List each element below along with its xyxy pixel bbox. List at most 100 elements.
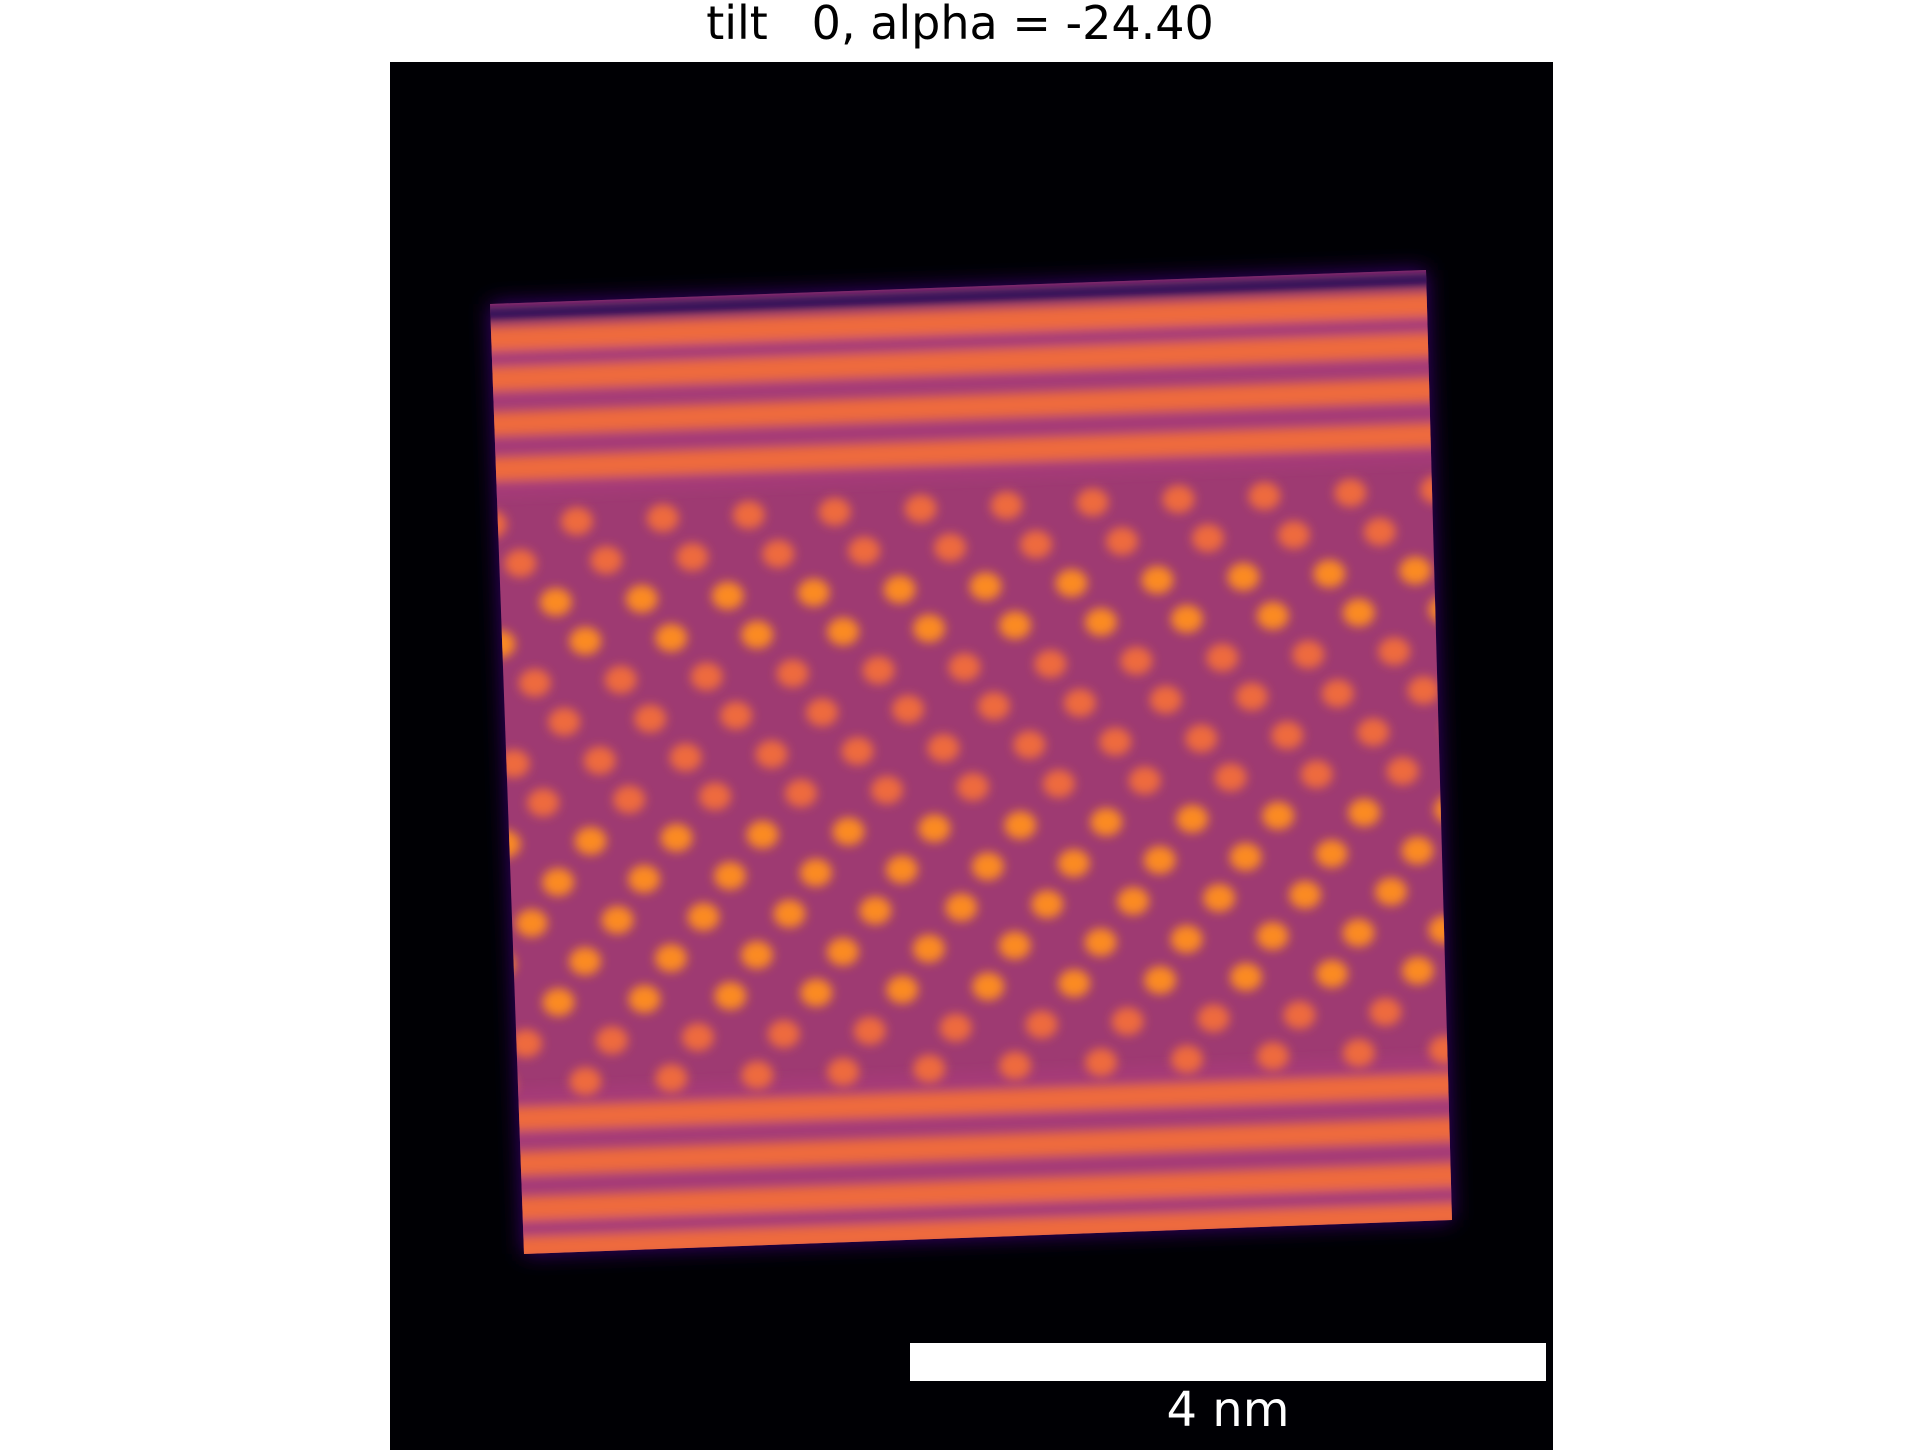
atom-column bbox=[1031, 890, 1064, 919]
atom-column bbox=[1449, 514, 1452, 543]
lattice-band bbox=[495, 1161, 1452, 1222]
atom-column bbox=[853, 1016, 886, 1045]
band-dot bbox=[526, 1109, 551, 1128]
atom-column bbox=[1357, 718, 1390, 747]
band-dot bbox=[1433, 295, 1452, 314]
atom-column bbox=[490, 950, 516, 979]
band-dot bbox=[715, 361, 740, 380]
band-dot bbox=[530, 1198, 555, 1217]
band-dot bbox=[1145, 305, 1170, 324]
band-dot bbox=[672, 1148, 697, 1167]
lattice-band-dim bbox=[493, 1097, 1452, 1148]
band-dot bbox=[1143, 1216, 1168, 1235]
band-dot bbox=[1327, 339, 1352, 358]
band-dot bbox=[501, 414, 526, 433]
band-dot bbox=[1222, 433, 1247, 452]
atom-column bbox=[590, 546, 623, 575]
band-dot bbox=[778, 1099, 803, 1118]
band-dot bbox=[645, 409, 670, 428]
atom-column bbox=[800, 978, 833, 1007]
lattice-band-dim bbox=[490, 447, 1452, 499]
figure-title: tilt 0, alpha = -24.40 bbox=[706, 0, 1214, 50]
scale-bar-label: 4 nm bbox=[1166, 1382, 1290, 1438]
band-dot bbox=[1361, 297, 1386, 316]
atom-column bbox=[1170, 925, 1203, 954]
atom-column bbox=[999, 611, 1032, 640]
band-dot bbox=[1004, 396, 1029, 415]
atom-column bbox=[1111, 1007, 1144, 1036]
atom-column bbox=[1464, 634, 1497, 663]
band-dot bbox=[706, 1102, 731, 1121]
atom-column bbox=[681, 1023, 714, 1052]
atom-column bbox=[990, 491, 1023, 520]
band-dot bbox=[994, 1091, 1019, 1110]
band-dot bbox=[999, 1221, 1024, 1240]
band-dot bbox=[1037, 309, 1062, 328]
atom-column bbox=[1170, 604, 1203, 633]
band-dot bbox=[498, 329, 523, 348]
atom-column bbox=[1004, 811, 1037, 840]
atom-column bbox=[827, 1057, 860, 1086]
lattice-band bbox=[493, 1116, 1452, 1177]
band-dot bbox=[958, 1093, 983, 1112]
band-dot bbox=[1073, 308, 1098, 327]
band-dot bbox=[790, 448, 815, 467]
band-dot bbox=[463, 370, 488, 389]
atom-column bbox=[1085, 1048, 1118, 1077]
band-dot bbox=[1436, 380, 1452, 399]
atom-column bbox=[669, 743, 702, 772]
band-dot bbox=[1249, 1172, 1274, 1191]
band-dot bbox=[960, 1138, 985, 1157]
atom-column bbox=[1214, 763, 1247, 792]
lattice-band bbox=[490, 331, 1452, 393]
band-dot bbox=[535, 368, 560, 387]
band-dot bbox=[598, 1106, 623, 1125]
band-dot bbox=[646, 454, 671, 473]
atom-column bbox=[971, 852, 1004, 881]
lattice-band bbox=[490, 421, 1452, 483]
atom-column bbox=[1256, 922, 1289, 951]
atom-column bbox=[515, 909, 548, 938]
band-dot bbox=[997, 1181, 1022, 1200]
atom-column bbox=[1227, 562, 1260, 591]
atom-column bbox=[732, 500, 765, 529]
band-dot bbox=[922, 1094, 947, 1113]
band-dot bbox=[1364, 382, 1389, 401]
atom-column bbox=[848, 536, 881, 565]
band-dot bbox=[862, 446, 887, 465]
atom-column bbox=[934, 533, 967, 562]
band-dot bbox=[1071, 1219, 1096, 1238]
band-dot bbox=[1186, 434, 1211, 453]
band-dot bbox=[1247, 1127, 1272, 1146]
band-dot bbox=[1033, 1180, 1058, 1199]
band-dot bbox=[1069, 1179, 1094, 1198]
atom-column bbox=[625, 584, 658, 613]
atom-column bbox=[1020, 530, 1053, 559]
band-dot bbox=[681, 407, 706, 426]
band-dot bbox=[1066, 1089, 1091, 1108]
atom-column bbox=[1099, 727, 1132, 756]
band-dot bbox=[1150, 435, 1175, 454]
atom-column bbox=[1375, 877, 1408, 906]
band-dot bbox=[1003, 351, 1028, 370]
band-dot bbox=[1391, 1122, 1416, 1141]
atom-column bbox=[1057, 849, 1090, 878]
band-dot bbox=[531, 1238, 556, 1254]
band-dot bbox=[1138, 1086, 1163, 1105]
atom-column bbox=[1334, 478, 1367, 507]
atom-column bbox=[1455, 994, 1488, 1023]
atom-column bbox=[773, 899, 806, 928]
atom-column bbox=[883, 575, 916, 604]
band-dot bbox=[1438, 425, 1452, 444]
band-dot bbox=[1366, 427, 1391, 446]
band-dot bbox=[708, 1147, 733, 1166]
band-dot bbox=[1006, 441, 1031, 460]
band-dot bbox=[606, 325, 631, 344]
atom-column bbox=[741, 620, 774, 649]
atom-column bbox=[956, 772, 989, 801]
band-dot bbox=[637, 1195, 662, 1214]
band-dot bbox=[502, 459, 527, 478]
atom-column bbox=[1256, 601, 1289, 630]
band-dot bbox=[1217, 303, 1242, 322]
band-dot bbox=[1251, 1212, 1276, 1231]
